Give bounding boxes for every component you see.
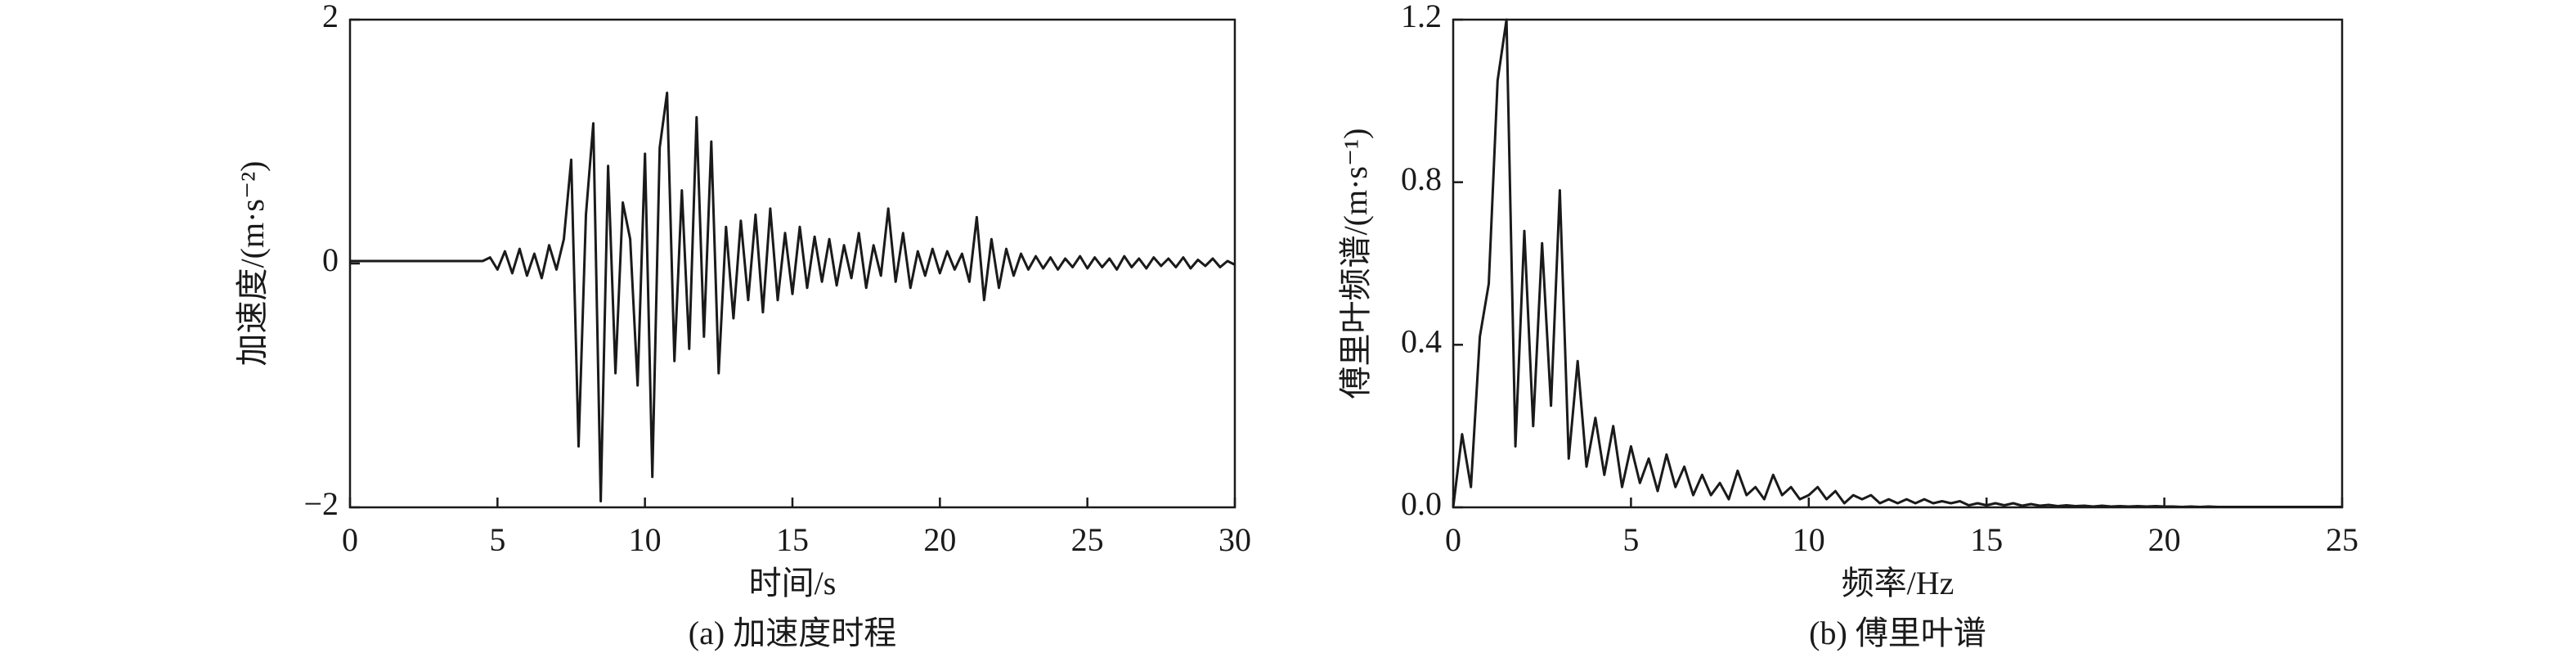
x-tick-label: 0 <box>1445 521 1461 558</box>
y-tick-label: 0 <box>322 241 339 278</box>
x-axis-label: 时间/s <box>749 565 837 601</box>
x-tick-label: 10 <box>629 521 662 558</box>
data-line <box>1452 18 2342 508</box>
plot-frame <box>1452 18 2344 509</box>
x-tick-label: 20 <box>923 521 956 558</box>
y-axis-label: 傅里叶频谱/(m·s⁻¹) <box>1337 128 1374 399</box>
x-tick-label: 0 <box>342 521 358 558</box>
y-tick-label: 0.4 <box>1401 323 1442 360</box>
x-tick-label: 15 <box>1970 521 2003 558</box>
plot-frame <box>348 18 1236 509</box>
y-tick-label: 2 <box>322 0 339 34</box>
x-tick-label: 25 <box>1071 521 1104 558</box>
y-tick-label: 0.8 <box>1401 160 1442 197</box>
x-tick-label: 30 <box>1218 521 1251 558</box>
x-tick-label: 15 <box>776 521 809 558</box>
data-line <box>350 91 1236 502</box>
x-tick-label: 5 <box>1622 521 1639 558</box>
caption: (b) 傅里叶谱 <box>1809 615 1986 651</box>
x-axis-label: 频率/Hz <box>1842 565 1954 601</box>
y-axis-label: 加速度/(m·s⁻²) <box>234 161 271 367</box>
caption: (a) 加速度时程 <box>689 615 896 651</box>
y-tick-label: 0.0 <box>1401 485 1442 522</box>
x-tick-label: 5 <box>489 521 505 558</box>
x-tick-label: 25 <box>2326 521 2358 558</box>
y-tick-label: −2 <box>303 485 339 522</box>
x-tick-label: 20 <box>2148 521 2181 558</box>
y-tick-label: 1.2 <box>1401 0 1442 34</box>
x-tick-label: 10 <box>1793 521 1825 558</box>
